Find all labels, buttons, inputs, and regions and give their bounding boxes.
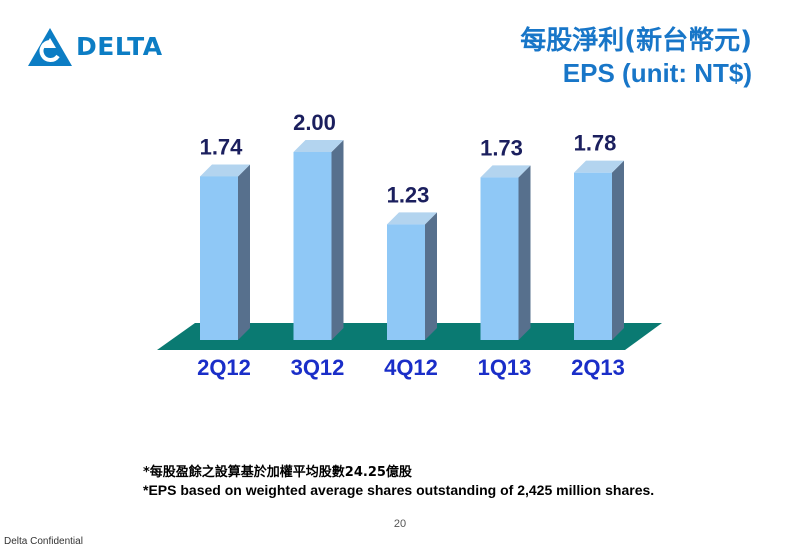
bar-2q13	[574, 172, 612, 340]
bar-side-2q13	[612, 160, 624, 340]
bar-top-1q13	[480, 165, 531, 178]
value-label-2q13: 1.78	[574, 131, 617, 156]
page-title-english: EPS (unit: NT$)	[562, 58, 752, 88]
bar-side-1q13	[518, 165, 531, 340]
bar-side-2q12	[238, 164, 250, 340]
page-number: 20	[393, 518, 407, 530]
bar-1q13	[480, 177, 519, 340]
bar-side-3q12	[331, 140, 344, 340]
value-label-1q13: 1.73	[480, 135, 523, 160]
bar-4q12	[387, 224, 425, 340]
category-label-4q12: 4Q12	[384, 355, 438, 380]
bar-top-2q12	[200, 164, 250, 177]
category-label-2q13: 2Q13	[571, 355, 625, 380]
value-label-2q12: 1.74	[200, 134, 244, 159]
delta-triangle-icon	[28, 28, 72, 66]
bar-top-3q12	[293, 140, 344, 152]
category-label-1q13: 1Q13	[478, 355, 532, 380]
category-label-2q12: 2Q12	[197, 355, 251, 380]
footnote-chinese: *每股盈餘之設算基於加權平均股數24.25億股	[143, 465, 412, 480]
value-label-3q12: 2.00	[293, 110, 336, 135]
confidential-label: Delta Confidential	[4, 536, 83, 547]
bar-3q12	[293, 152, 332, 340]
page-title-chinese: 每股淨利(新台幣元)	[520, 26, 752, 56]
bar-top-4q12	[387, 212, 437, 225]
category-label-3q12: 3Q12	[291, 355, 345, 380]
bar-side-4q12	[425, 212, 437, 340]
value-label-4q12: 1.23	[387, 182, 430, 207]
delta-logo: DELTA	[26, 26, 162, 68]
footnote-english: *EPS based on weighted average shares ou…	[143, 482, 655, 498]
bar-top-2q13	[574, 160, 624, 173]
logo-text: DELTA	[76, 32, 163, 61]
bar-2q12	[200, 176, 238, 340]
